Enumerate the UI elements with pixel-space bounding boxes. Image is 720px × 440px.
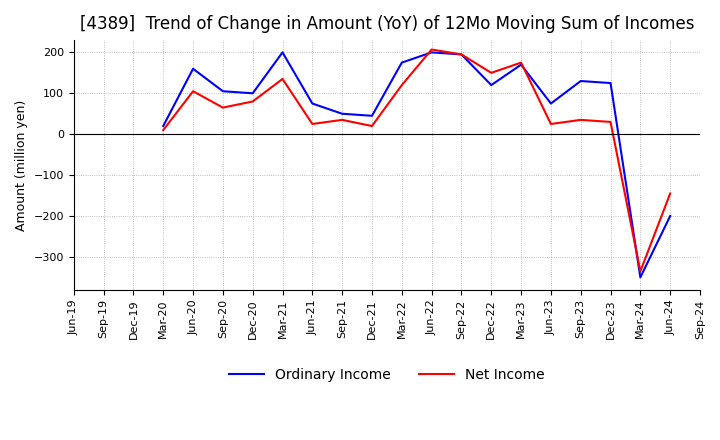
Ordinary Income <box>338 111 346 117</box>
Net Income <box>636 268 644 274</box>
Net Income <box>457 52 466 57</box>
Y-axis label: Amount (million yen): Amount (million yen) <box>15 99 28 231</box>
Ordinary Income <box>308 101 317 106</box>
Net Income <box>427 47 436 52</box>
Ordinary Income <box>427 50 436 55</box>
Net Income <box>666 191 675 196</box>
Ordinary Income <box>636 275 644 280</box>
Ordinary Income <box>666 213 675 219</box>
Line: Ordinary Income: Ordinary Income <box>163 52 670 277</box>
Ordinary Income <box>487 82 495 88</box>
Line: Net Income: Net Income <box>163 50 670 271</box>
Legend: Ordinary Income, Net Income: Ordinary Income, Net Income <box>224 363 550 388</box>
Net Income <box>606 119 615 125</box>
Ordinary Income <box>248 91 257 96</box>
Net Income <box>159 128 168 133</box>
Net Income <box>577 117 585 122</box>
Ordinary Income <box>606 81 615 86</box>
Ordinary Income <box>189 66 197 71</box>
Ordinary Income <box>517 62 526 67</box>
Net Income <box>308 121 317 127</box>
Ordinary Income <box>159 123 168 128</box>
Ordinary Income <box>368 113 377 118</box>
Net Income <box>368 123 377 128</box>
Net Income <box>278 76 287 81</box>
Ordinary Income <box>278 50 287 55</box>
Net Income <box>338 117 346 122</box>
Title: [4389]  Trend of Change in Amount (YoY) of 12Mo Moving Sum of Incomes: [4389] Trend of Change in Amount (YoY) o… <box>80 15 694 33</box>
Net Income <box>487 70 495 76</box>
Net Income <box>546 121 555 127</box>
Net Income <box>189 88 197 94</box>
Net Income <box>248 99 257 104</box>
Ordinary Income <box>546 101 555 106</box>
Ordinary Income <box>397 60 406 65</box>
Net Income <box>219 105 228 110</box>
Net Income <box>517 60 526 65</box>
Ordinary Income <box>219 88 228 94</box>
Ordinary Income <box>457 52 466 57</box>
Net Income <box>397 82 406 88</box>
Ordinary Income <box>577 78 585 84</box>
